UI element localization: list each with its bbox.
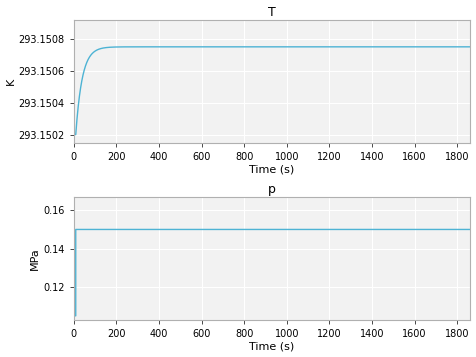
Title: T: T [268,6,276,19]
Y-axis label: K: K [6,77,16,85]
Y-axis label: MPa: MPa [30,247,40,270]
Title: p: p [268,183,276,196]
X-axis label: Time (s): Time (s) [249,341,295,351]
X-axis label: Time (s): Time (s) [249,164,295,174]
